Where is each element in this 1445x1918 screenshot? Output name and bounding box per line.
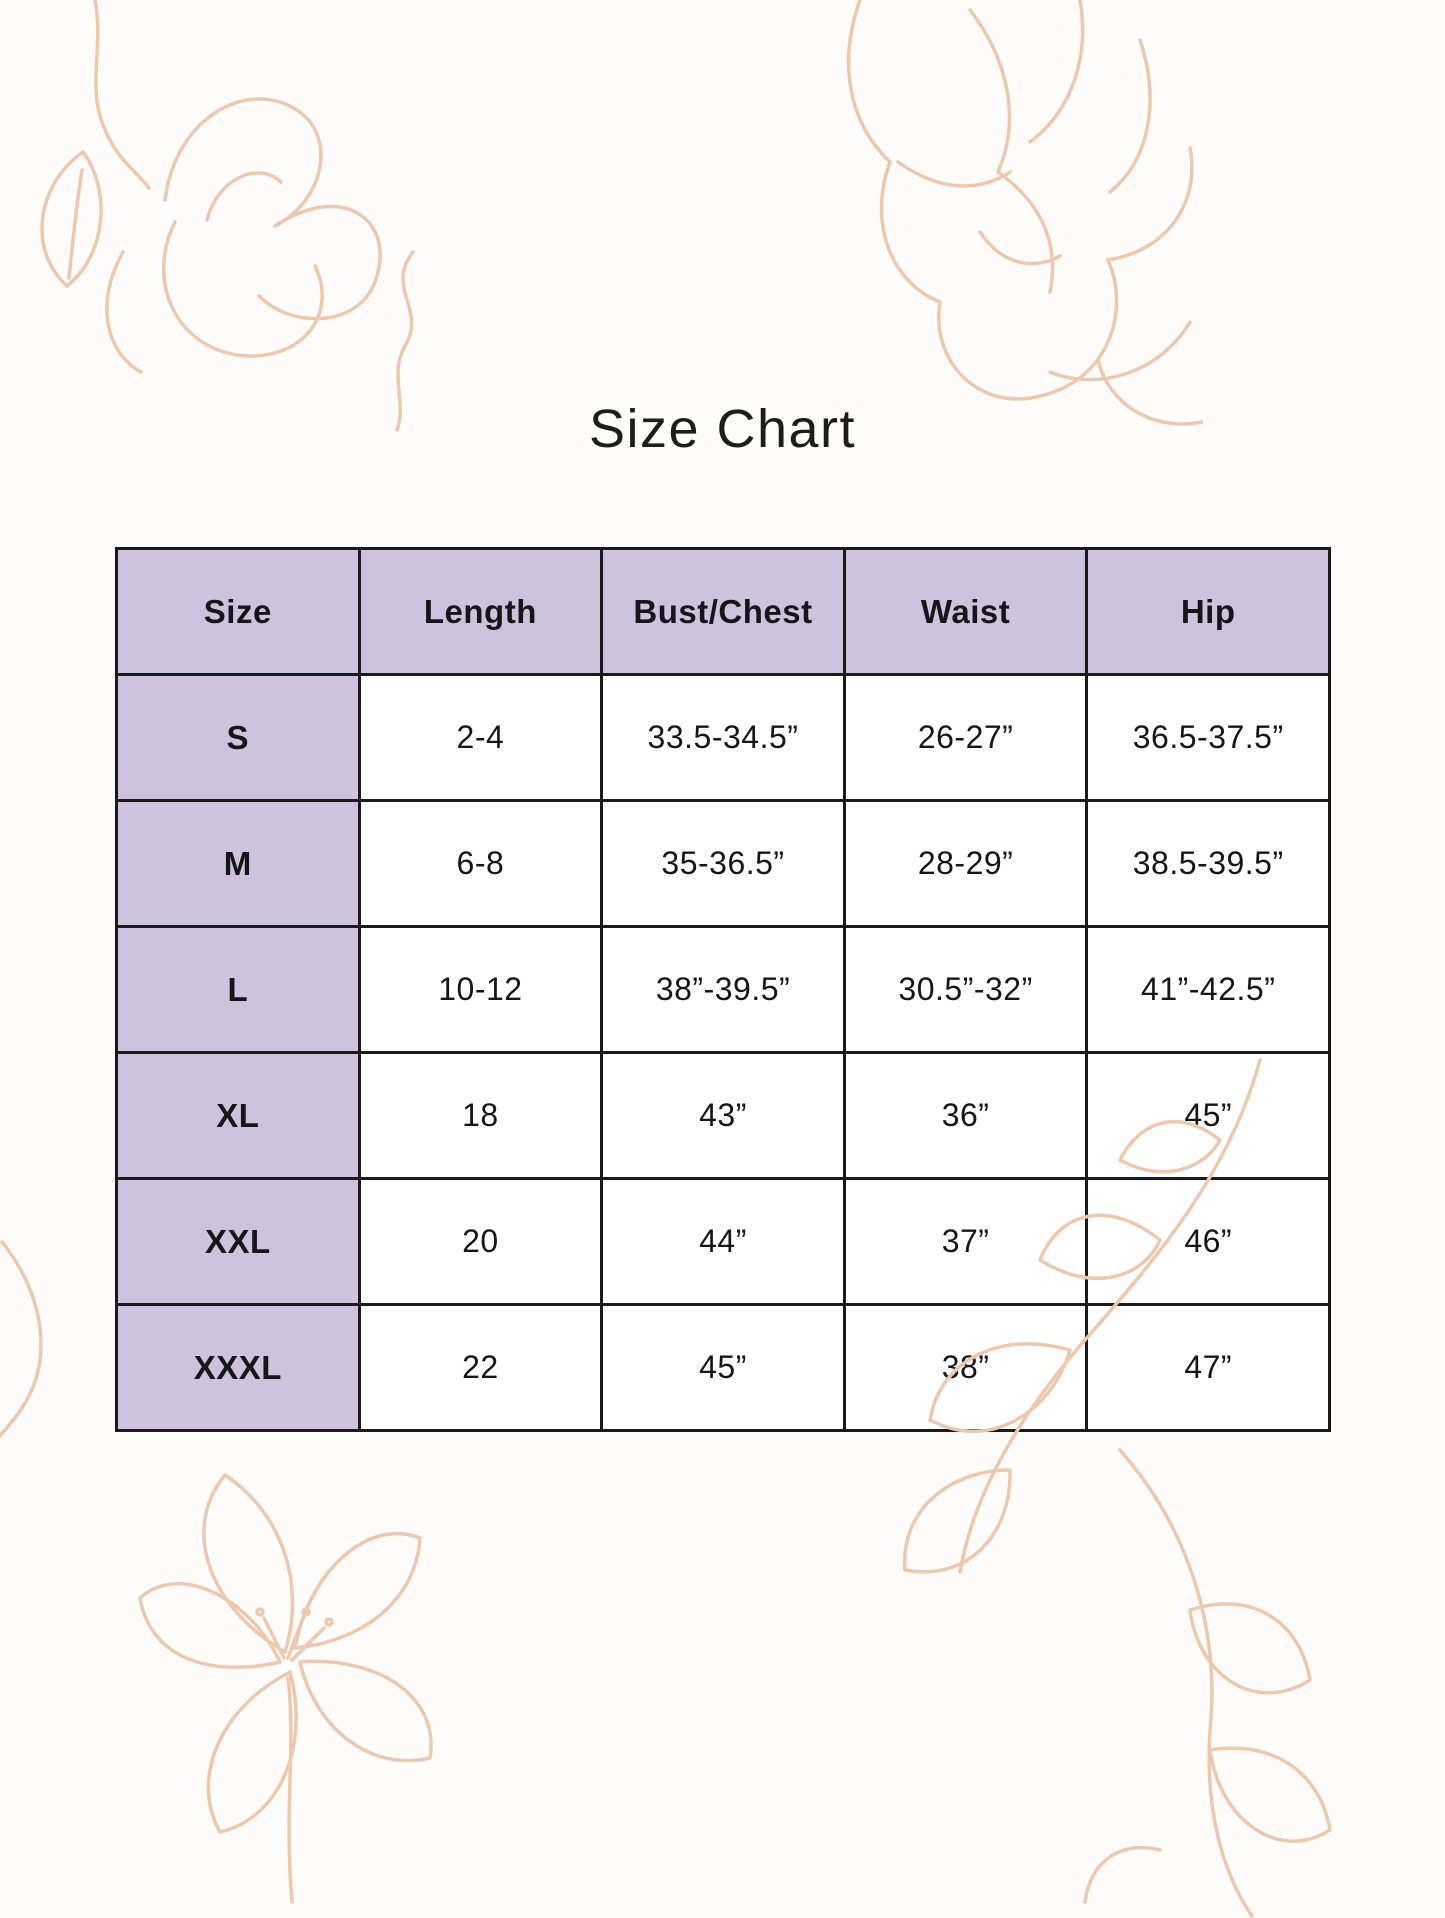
cell-l-bust: 38”-39.5” [600,925,846,1054]
cell-l-waist: 30.5”-32” [842,925,1089,1054]
cell-s-bust: 33.5-34.5” [600,673,846,802]
col-header-hip: Hip [1085,547,1331,676]
cell-m-waist: 28-29” [842,799,1089,928]
flower-sketch-top-left-decoration [40,0,415,432]
row-label-l: L [115,925,361,1054]
row-label-s: S [115,673,361,802]
cell-xxl-hip: 46” [1085,1177,1331,1306]
edge-curl-sketch-bottom-left-decoration [0,1240,43,1438]
table-row-xl: XL 18 43” 36” 45” [115,1051,1331,1180]
row-label-m: M [115,799,361,928]
col-header-size: Size [115,547,361,676]
blossom-sketch-bottom-left-decoration [138,1473,433,1904]
cell-xl-length: 18 [357,1051,604,1180]
cell-xxl-length: 20 [357,1177,604,1306]
cell-l-length: 10-12 [357,925,604,1054]
table-row-l: L 10-12 38”-39.5” 30.5”-32” 41”-42.5” [115,925,1331,1054]
cell-m-length: 6-8 [357,799,604,928]
col-header-waist: Waist [842,547,1089,676]
cell-s-hip: 36.5-37.5” [1085,673,1331,802]
table-row-m: M 6-8 35-36.5” 28-29” 38.5-39.5” [115,799,1331,928]
row-label-xl: XL [115,1051,361,1180]
cell-xxxl-waist: 38” [842,1303,1089,1432]
cell-s-length: 2-4 [357,673,604,802]
row-label-xxxl: XXXL [115,1303,361,1432]
size-chart-table: Size Length Bust/Chest Waist Hip S 2-4 3… [115,547,1331,1432]
cell-m-bust: 35-36.5” [600,799,846,928]
col-header-bust-chest: Bust/Chest [600,547,846,676]
cell-xxxl-hip: 47” [1085,1303,1331,1432]
cell-s-waist: 26-27” [842,673,1089,802]
cell-xl-hip: 45” [1085,1051,1331,1180]
row-label-xxl: XXL [115,1177,361,1306]
cell-xxl-waist: 37” [842,1177,1089,1306]
table-row-s: S 2-4 33.5-34.5” 26-27” 36.5-37.5” [115,673,1331,802]
page-title: Size Chart [588,399,857,459]
table-row-xxl: XXL 20 44” 37” 46” [115,1177,1331,1306]
cell-m-hip: 38.5-39.5” [1085,799,1331,928]
cell-l-hip: 41”-42.5” [1085,925,1331,1054]
cell-xxxl-bust: 45” [600,1303,846,1432]
table-header-row: Size Length Bust/Chest Waist Hip [115,547,1331,676]
cell-xl-waist: 36” [842,1051,1089,1180]
cell-xxl-bust: 44” [600,1177,846,1306]
cell-xl-bust: 43” [600,1051,846,1180]
table-row-xxxl: XXXL 22 45” 38” 47” [115,1303,1331,1432]
cell-xxxl-length: 22 [357,1303,604,1432]
col-header-length: Length [357,547,604,676]
